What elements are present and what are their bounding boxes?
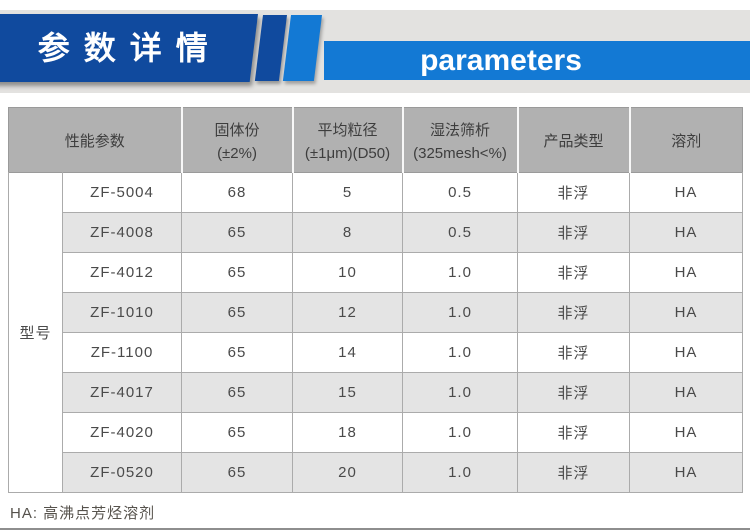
header-sublabel: (±2%) (217, 144, 257, 162)
solid-content-cell: 68 (181, 172, 294, 213)
solvent-cell: HA (629, 452, 744, 493)
sieve-cell: 1.0 (402, 412, 519, 453)
sieve-cell: 1.0 (402, 452, 519, 493)
sieve-cell: 0.5 (402, 212, 519, 253)
particle-size-cell: 15 (292, 372, 404, 413)
sieve-cell: 1.0 (402, 292, 519, 333)
product-type-cell: 非浮 (517, 332, 631, 373)
header-label: 溶剂 (671, 132, 702, 150)
parameters-table: 性能参数 固体份 (±2%) 平均粒径 (±1μm)(D50) 湿法筛析 (32… (8, 107, 744, 493)
header-solvent: 溶剂 (628, 107, 743, 173)
header-label: 产品类型 (543, 132, 604, 150)
model-cell: ZF-4017 (61, 372, 183, 413)
sieve-cell: 1.0 (402, 332, 519, 373)
header-label: 湿法筛析 (430, 121, 491, 139)
solid-content-cell: 65 (181, 252, 294, 293)
solid-content-cell: 65 (181, 372, 294, 413)
particle-size-cell: 14 (292, 332, 404, 373)
header-wet-sieve: 湿法筛析 (325mesh<%) (401, 107, 518, 173)
solvent-cell: HA (629, 372, 744, 413)
model-cell: ZF-5004 (61, 172, 183, 213)
header-performance-params: 性能参数 (8, 107, 182, 173)
particle-size-cell: 8 (292, 212, 404, 253)
solid-content-cell: 65 (181, 292, 294, 333)
product-type-cell: 非浮 (517, 252, 631, 293)
particle-size-cell: 12 (292, 292, 404, 333)
solid-content-cell: 65 (181, 412, 294, 453)
title-banner: 参数详情 (0, 14, 259, 82)
model-cell: ZF-1010 (61, 292, 183, 333)
table-row: ZF-0520 65 20 1.0 非浮 HA (9, 452, 744, 493)
header-label: 固体份 (214, 121, 260, 139)
product-type-cell: 非浮 (517, 172, 631, 213)
solvent-cell: HA (629, 292, 744, 333)
header-solid-content: 固体份 (±2%) (180, 107, 293, 173)
model-cell: ZF-4012 (61, 252, 183, 293)
header-product-type: 产品类型 (516, 107, 630, 173)
particle-size-cell: 18 (292, 412, 404, 453)
particle-size-cell: 20 (292, 452, 404, 493)
parameters-bar-label: parameters (420, 44, 582, 77)
header-label: 性能参数 (64, 132, 125, 150)
header-sublabel: (±1μm)(D50) (304, 144, 391, 162)
model-cell: ZF-4008 (61, 212, 183, 253)
solid-content-cell: 65 (181, 452, 294, 493)
solvent-cell: HA (629, 332, 744, 373)
solvent-cell: HA (629, 212, 744, 253)
model-cell: ZF-4020 (61, 412, 183, 453)
header-particle-size: 平均粒径 (±1μm)(D50) (291, 107, 403, 173)
solid-content-cell: 65 (181, 212, 294, 253)
particle-size-cell: 10 (292, 252, 404, 293)
product-type-cell: 非浮 (517, 292, 631, 333)
solvent-cell: HA (629, 412, 744, 453)
solvent-footnote: HA: 高沸点芳烃溶剂 (10, 505, 156, 522)
sieve-cell: 1.0 (402, 252, 519, 293)
solvent-cell: HA (629, 252, 744, 293)
table-row: ZF-1010 65 12 1.0 非浮 HA (9, 292, 744, 333)
sieve-cell: 1.0 (402, 372, 519, 413)
product-type-cell: 非浮 (517, 412, 631, 453)
table-row: ZF-1100 65 14 1.0 非浮 HA (9, 332, 744, 373)
table-row: ZF-4012 65 10 1.0 非浮 HA (9, 252, 744, 293)
table-header-row: 性能参数 固体份 (±2%) 平均粒径 (±1μm)(D50) 湿法筛析 (32… (8, 107, 743, 173)
particle-size-cell: 5 (292, 172, 404, 213)
solid-content-cell: 65 (181, 332, 294, 373)
table-row: ZF-4017 65 15 1.0 非浮 HA (9, 372, 744, 413)
product-type-cell: 非浮 (517, 372, 631, 413)
table-row: 型号 ZF-5004 68 5 0.5 非浮 HA (8, 172, 744, 493)
model-cell: ZF-0520 (61, 452, 183, 493)
header-label: 平均粒径 (317, 121, 378, 139)
product-type-cell: 非浮 (517, 452, 631, 493)
model-group-cell: 型号 (8, 172, 63, 493)
solvent-cell: HA (629, 172, 744, 213)
sieve-cell: 0.5 (402, 172, 519, 213)
table-row: ZF-4020 65 18 1.0 非浮 HA (9, 412, 744, 453)
product-type-cell: 非浮 (517, 212, 631, 253)
header-sublabel: (325mesh<%) (413, 144, 507, 162)
table-row: ZF-4008 65 8 0.5 非浮 HA (9, 212, 744, 253)
page-title: 参数详情 (37, 30, 222, 66)
parameters-bar: parameters (324, 41, 750, 80)
model-cell: ZF-1100 (61, 332, 183, 373)
bottom-divider (0, 528, 750, 530)
